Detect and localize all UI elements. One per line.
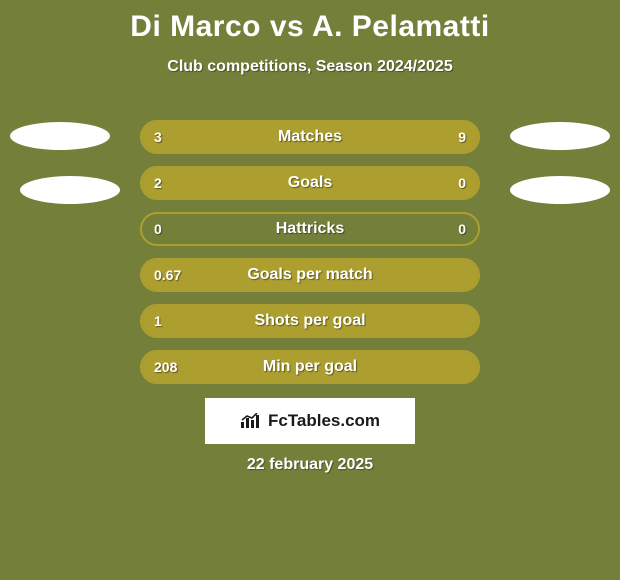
player-right-badge-2: [510, 176, 610, 204]
stat-row: Matches3 9: [140, 120, 480, 154]
card-title: Di Marco vs A. Pelamatti: [0, 0, 620, 44]
player-left-name: Di Marco: [130, 10, 261, 43]
source-badge-text: FcTables.com: [268, 411, 380, 431]
source-badge: FcTables.com: [205, 398, 415, 444]
stat-left-value: 3: [154, 122, 162, 152]
stat-left-value: 208: [154, 352, 177, 382]
card-subtitle: Club competitions, Season 2024/2025: [0, 58, 620, 76]
player-left-badge-1: [10, 122, 110, 150]
comparison-card: Di Marco vs A. Pelamatti Club competitio…: [0, 0, 620, 580]
stat-left-value: 1: [154, 306, 162, 336]
stat-label: Goals: [142, 168, 478, 198]
player-right-name: A. Pelamatti: [312, 10, 490, 43]
stat-label: Shots per goal: [142, 306, 478, 336]
chart-icon: [240, 413, 262, 429]
stat-label: Goals per match: [142, 260, 478, 290]
vs-label: vs: [270, 10, 304, 43]
stat-label: Matches: [142, 122, 478, 152]
stat-label: Hattricks: [142, 214, 478, 244]
stat-row: Hattricks0 0: [140, 212, 480, 246]
stat-left-value: 2: [154, 168, 162, 198]
stat-rows: Matches39Goals20Hattricks00Goals per mat…: [140, 120, 480, 396]
card-date: 22 february 2025: [0, 456, 620, 474]
stat-label: Min per goal: [142, 352, 478, 382]
stat-right-value: 0: [458, 168, 466, 198]
stat-row: Min per goal208: [140, 350, 480, 384]
stat-right-value: 9: [458, 122, 466, 152]
stat-row: Shots per goal1: [140, 304, 480, 338]
stat-right-value: 0: [458, 214, 466, 244]
stat-left-value: 0: [154, 214, 162, 244]
player-left-badge-2: [20, 176, 120, 204]
stat-left-value: 0.67: [154, 260, 181, 290]
stat-row: Goals2 0: [140, 166, 480, 200]
player-right-badge-1: [510, 122, 610, 150]
stat-row: Goals per match0.67: [140, 258, 480, 292]
